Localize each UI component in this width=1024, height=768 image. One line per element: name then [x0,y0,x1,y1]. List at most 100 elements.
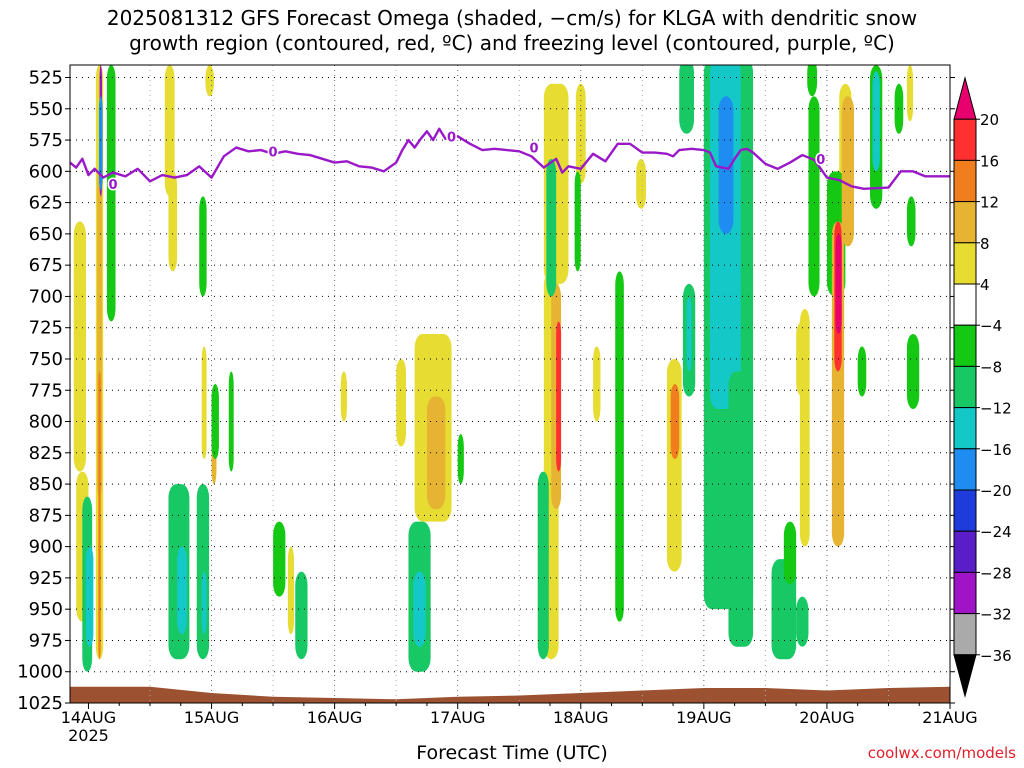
plot-frame [69,64,951,704]
omega-region [457,434,464,485]
omega-region [413,571,426,647]
colorbar-segment [953,159,977,203]
freezing-level-line [70,127,950,191]
y-tick-label: 725 [29,318,63,339]
colorbar-segment [953,242,977,285]
y-tick-label: 650 [29,224,63,245]
freezing-level-label: 0 [447,130,456,145]
y-tick-label: 700 [29,286,63,307]
omega-region [205,65,214,97]
x-axis-label: Forecast Time (UTC) [416,742,608,764]
colorbar-segment [953,283,977,326]
omega-region [556,321,562,472]
site-credit[interactable]: coolwx.com/models [867,744,1016,762]
omega-region [211,384,219,460]
omega-region [728,371,754,647]
omega-region [287,546,294,635]
colorbar-label: 12 [980,194,999,212]
y-tick-label: 800 [29,412,63,433]
ground-fill [70,686,950,703]
omega-region [574,171,581,272]
y-tick-label: 675 [29,255,63,276]
colorbar-segment [953,118,977,161]
y-tick-label: 775 [29,380,63,401]
x-year-label: 2025 [68,726,109,745]
omega-region [783,521,797,585]
y-tick-label: 875 [29,505,63,526]
omega-region [841,96,854,247]
colorbar-bottom-arrow [953,654,977,698]
omega-region [799,308,810,547]
omega-region [98,96,103,191]
y-tick-label: 975 [29,630,63,651]
x-tick-label: 16AUG [307,708,362,727]
y-tick-label: 925 [29,568,63,589]
colorbar-segment [953,613,977,656]
omega-region [808,96,820,297]
omega-region [168,171,178,272]
omega-region [670,384,680,460]
omega-region [295,571,308,660]
y-tick-label: 825 [29,443,63,464]
freezing-level-label: 0 [269,145,278,160]
omega-region [686,296,692,372]
y-tick-label: 900 [29,537,63,558]
y-tick-label: 750 [29,349,63,370]
y-tick-label: 850 [29,474,63,495]
x-tick-label: 14AUG [61,708,116,727]
colorbar-label: −28 [980,564,1012,582]
omega-region [86,546,94,647]
colorbar-label: 16 [980,152,999,170]
freezing-level-label: 0 [816,153,825,168]
omega-region [796,596,809,647]
omega-region [593,346,601,422]
y-tick-label: 600 [29,161,63,182]
omega-region [546,158,557,297]
colorbar-label: −20 [980,482,1012,500]
colorbar-label: −36 [980,647,1012,665]
omega-region [396,358,406,447]
x-tick-label: 18AUG [553,708,608,727]
x-tick-label: 15AUG [184,708,239,727]
omega-region [201,346,207,460]
colorbar-label: −4 [980,317,1002,335]
x-tick-label: 19AUG [676,708,731,727]
y-tick-label: 550 [29,99,63,120]
x-tick-label: 21AUG [922,708,977,727]
freezing-level-label: 0 [109,178,118,193]
freezing-level-label: 0 [529,142,538,157]
omega-region [106,65,116,322]
title-line-1: 2025081312 GFS Forecast Omega (shaded, −… [106,6,918,30]
y-tick-label: 625 [29,193,63,214]
colorbar-top-arrow [953,76,977,120]
colorbar-label: 4 [980,276,990,294]
omega-region [537,471,549,660]
omega-region [273,521,286,597]
omega-region [199,196,207,297]
chart-title: 2025081312 GFS Forecast Omega (shaded, −… [0,6,1024,56]
y-tick-label: 575 [29,130,63,151]
omega-region [177,546,187,635]
omega-region [906,65,914,122]
colorbar-label: 20 [980,111,999,129]
omega-region [679,65,694,134]
omega-region [340,371,347,422]
omega-region [636,158,646,209]
y-tick-label: 950 [29,599,63,620]
colorbar-label: 8 [980,235,990,253]
omega-region [228,371,234,472]
omega-region [201,571,207,635]
colorbar-label: −8 [980,358,1002,376]
colorbar-segment [953,571,977,615]
omega-region [575,83,586,184]
omega-region [718,96,734,234]
colorbar-segment [953,530,977,573]
y-tick-label: 1025 [17,693,63,714]
colorbar-label: −24 [980,523,1012,541]
omega-region [164,65,175,197]
omega-region [807,65,818,97]
title-line-2: growth region (contoured, red, ºC) and f… [129,31,895,55]
colorbar-segment [953,201,977,244]
omega-region [872,71,880,172]
